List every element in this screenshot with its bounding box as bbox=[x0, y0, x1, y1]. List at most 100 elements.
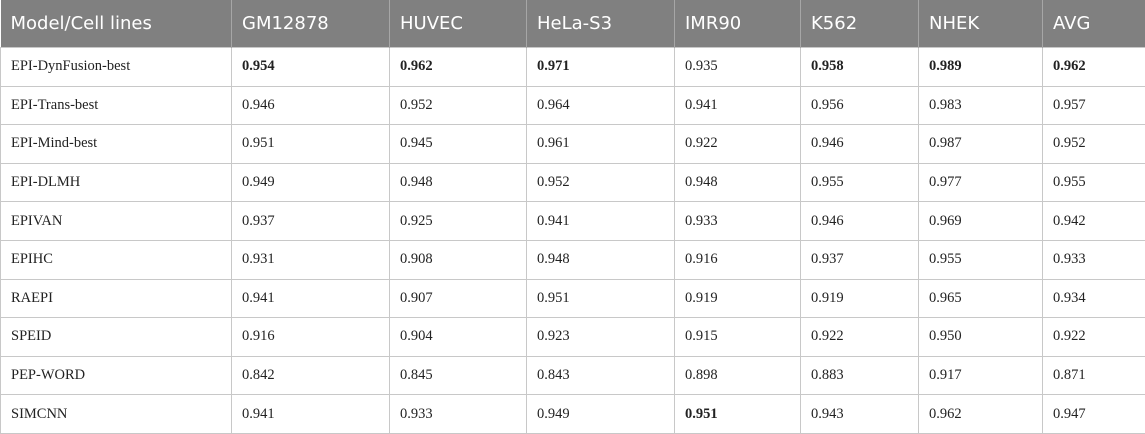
score-cell: 0.952 bbox=[390, 86, 527, 125]
score-cell: 0.946 bbox=[801, 125, 919, 164]
score-cell: 0.931 bbox=[232, 240, 390, 279]
score-cell: 0.987 bbox=[919, 125, 1043, 164]
score-cell: 0.962 bbox=[919, 395, 1043, 434]
score-cell: 0.950 bbox=[919, 318, 1043, 357]
score-cell: 0.915 bbox=[675, 318, 801, 357]
score-cell: 0.845 bbox=[390, 356, 527, 395]
score-cell: 0.956 bbox=[801, 86, 919, 125]
score-cell: 0.933 bbox=[675, 202, 801, 241]
score-cell: 0.935 bbox=[675, 48, 801, 87]
header-cell: NHEK bbox=[919, 0, 1043, 48]
score-cell: 0.883 bbox=[801, 356, 919, 395]
score-cell: 0.946 bbox=[232, 86, 390, 125]
score-cell: 0.948 bbox=[390, 163, 527, 202]
score-cell: 0.937 bbox=[801, 240, 919, 279]
score-cell: 0.917 bbox=[919, 356, 1043, 395]
model-name: EPIHC bbox=[1, 240, 232, 279]
header-cell: HUVEC bbox=[390, 0, 527, 48]
score-cell: 0.907 bbox=[390, 279, 527, 318]
score-cell: 0.971 bbox=[527, 48, 675, 87]
score-cell: 0.871 bbox=[1043, 356, 1145, 395]
model-name: EPI-DLMH bbox=[1, 163, 232, 202]
model-name: RAEPI bbox=[1, 279, 232, 318]
score-cell: 0.946 bbox=[801, 202, 919, 241]
model-name: SIMCNN bbox=[1, 395, 232, 434]
model-name: EPI-DynFusion-best bbox=[1, 48, 232, 87]
score-cell: 0.941 bbox=[232, 279, 390, 318]
score-cell: 0.952 bbox=[527, 163, 675, 202]
score-cell: 0.898 bbox=[675, 356, 801, 395]
score-cell: 0.957 bbox=[1043, 86, 1145, 125]
model-name: PEP-WORD bbox=[1, 356, 232, 395]
header-cell: AVG bbox=[1043, 0, 1145, 48]
score-cell: 0.933 bbox=[390, 395, 527, 434]
score-cell: 0.941 bbox=[675, 86, 801, 125]
score-cell: 0.951 bbox=[675, 395, 801, 434]
score-cell: 0.943 bbox=[801, 395, 919, 434]
score-cell: 0.949 bbox=[232, 163, 390, 202]
score-cell: 0.925 bbox=[390, 202, 527, 241]
score-cell: 0.922 bbox=[801, 318, 919, 357]
score-cell: 0.922 bbox=[1043, 318, 1145, 357]
score-cell: 0.942 bbox=[1043, 202, 1145, 241]
header-cell: HeLa-S3 bbox=[527, 0, 675, 48]
score-cell: 0.842 bbox=[232, 356, 390, 395]
score-cell: 0.965 bbox=[919, 279, 1043, 318]
score-cell: 0.934 bbox=[1043, 279, 1145, 318]
score-cell: 0.955 bbox=[801, 163, 919, 202]
score-cell: 0.843 bbox=[527, 356, 675, 395]
score-cell: 0.948 bbox=[527, 240, 675, 279]
score-cell: 0.951 bbox=[527, 279, 675, 318]
score-cell: 0.919 bbox=[675, 279, 801, 318]
score-cell: 0.983 bbox=[919, 86, 1043, 125]
score-cell: 0.908 bbox=[390, 240, 527, 279]
score-cell: 0.962 bbox=[390, 48, 527, 87]
score-cell: 0.955 bbox=[1043, 163, 1145, 202]
score-cell: 0.916 bbox=[675, 240, 801, 279]
score-cell: 0.958 bbox=[801, 48, 919, 87]
score-cell: 0.922 bbox=[675, 125, 801, 164]
header-cell: IMR90 bbox=[675, 0, 801, 48]
score-cell: 0.919 bbox=[801, 279, 919, 318]
model-name: EPIVAN bbox=[1, 202, 232, 241]
score-cell: 0.969 bbox=[919, 202, 1043, 241]
score-cell: 0.989 bbox=[919, 48, 1043, 87]
score-cell: 0.948 bbox=[675, 163, 801, 202]
score-cell: 0.937 bbox=[232, 202, 390, 241]
header-cell: K562 bbox=[801, 0, 919, 48]
score-cell: 0.977 bbox=[919, 163, 1043, 202]
header-cell: GM12878 bbox=[232, 0, 390, 48]
score-cell: 0.933 bbox=[1043, 240, 1145, 279]
score-cell: 0.954 bbox=[232, 48, 390, 87]
score-cell: 0.941 bbox=[527, 202, 675, 241]
score-cell: 0.916 bbox=[232, 318, 390, 357]
score-cell: 0.904 bbox=[390, 318, 527, 357]
score-cell: 0.964 bbox=[527, 86, 675, 125]
model-name: EPI-Mind-best bbox=[1, 125, 232, 164]
score-cell: 0.961 bbox=[527, 125, 675, 164]
score-cell: 0.962 bbox=[1043, 48, 1145, 87]
header-cell: Model/Cell lines bbox=[1, 0, 232, 48]
score-cell: 0.952 bbox=[1043, 125, 1145, 164]
score-cell: 0.923 bbox=[527, 318, 675, 357]
score-cell: 0.941 bbox=[232, 395, 390, 434]
score-cell: 0.947 bbox=[1043, 395, 1145, 434]
score-cell: 0.951 bbox=[232, 125, 390, 164]
score-cell: 0.949 bbox=[527, 395, 675, 434]
model-name: EPI-Trans-best bbox=[1, 86, 232, 125]
score-cell: 0.945 bbox=[390, 125, 527, 164]
